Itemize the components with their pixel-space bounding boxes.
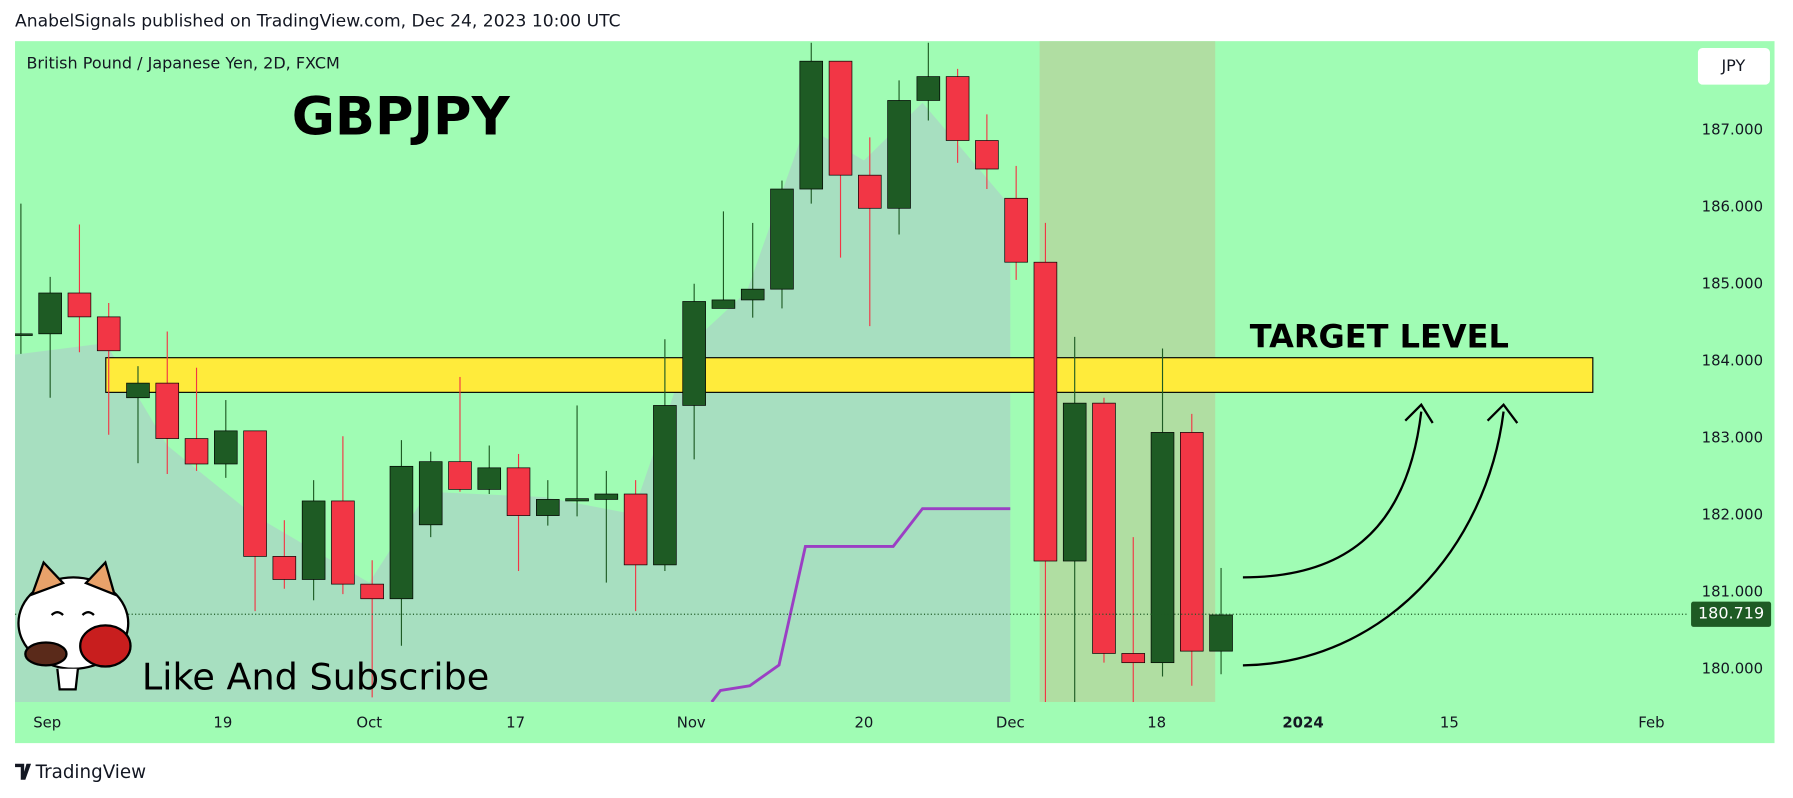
candle-body (594, 493, 619, 500)
target-zone (105, 357, 1594, 393)
y-tick-label: 185.000 (1702, 275, 1763, 293)
annotation: TARGET LEVEL (1250, 317, 1509, 355)
candle-body (418, 461, 443, 526)
y-tick-label: 180.000 (1702, 660, 1763, 678)
x-tick-label: 20 (854, 714, 873, 732)
candle-body (858, 174, 882, 209)
footer-logo (15, 763, 32, 780)
x-tick-label: 2024 (1282, 714, 1323, 732)
candle-body (623, 493, 648, 566)
candle-body (975, 140, 999, 170)
candle-body (1121, 653, 1146, 664)
last-price-label: 180.719 (1698, 604, 1764, 623)
x-tick-label: Nov (677, 714, 706, 732)
candle-body (389, 465, 414, 600)
candle-body (272, 556, 297, 580)
candle-body (38, 292, 62, 335)
candle-body (1150, 432, 1175, 664)
candle-body (740, 288, 765, 301)
candle-body (126, 382, 150, 399)
y-tick-label: 181.000 (1702, 583, 1763, 601)
candle-body (1033, 261, 1058, 562)
candle-body (448, 461, 472, 490)
footer: TradingView (35, 762, 147, 783)
candle-body (1062, 402, 1087, 562)
x-tick-label: 15 (1440, 714, 1459, 732)
candle-body (945, 76, 970, 141)
candle-body (155, 382, 180, 439)
candle-body (214, 430, 238, 465)
sticker (17, 560, 132, 691)
candle-body (96, 316, 121, 352)
candle-body (653, 405, 677, 566)
candle-body (536, 499, 560, 516)
candle-body (916, 76, 941, 101)
indicator-line (710, 507, 1011, 702)
candle-body (15, 333, 33, 336)
candle-body (799, 60, 824, 190)
x-tick-label: Oct (356, 714, 382, 732)
candle-body (67, 292, 92, 318)
currency[interactable]: JPY (1720, 56, 1745, 75)
x-tick-label: 17 (506, 714, 525, 732)
candle-body (770, 188, 794, 290)
candle-body (301, 500, 326, 580)
candle-body (711, 299, 736, 309)
subtitle: British Pound / Japanese Yen, 2D, FXCM (26, 54, 339, 73)
y-tick-label: 183.000 (1702, 429, 1763, 447)
currency-box[interactable] (1697, 48, 1770, 85)
x-tick-label: Feb (1638, 714, 1664, 732)
candle-body (828, 60, 853, 176)
candle-body (331, 500, 355, 585)
header: AnabelSignals published on TradingView.c… (15, 12, 621, 32)
last-price-box (1691, 601, 1772, 627)
candle-body (565, 498, 589, 502)
annotation: Like And Subscribe (142, 656, 489, 699)
candle-body (506, 467, 531, 516)
y-tick-label: 187.000 (1702, 120, 1763, 138)
y-tick-label: 184.000 (1702, 352, 1763, 370)
candle-body (1180, 432, 1204, 652)
x-tick-label: Sep (33, 714, 61, 732)
plot (15, 41, 1687, 702)
chart-title: GBPJPY (292, 87, 511, 148)
x-tick-label: 18 (1147, 714, 1166, 732)
y-tick-label: 182.000 (1702, 506, 1763, 524)
candle-body (1092, 402, 1116, 654)
candle-body (243, 430, 267, 557)
arrows (1242, 402, 1519, 667)
candle-body (682, 301, 706, 406)
y-tick-label: 186.000 (1702, 198, 1763, 216)
candle-body (477, 467, 502, 490)
x-tick-label: 19 (213, 714, 232, 732)
x-tick-label: Dec (996, 714, 1025, 732)
candle-body (1004, 197, 1028, 263)
candle-body (1209, 614, 1233, 652)
candle-body (360, 583, 384, 600)
candle-body (887, 100, 911, 209)
candle-body (184, 438, 209, 465)
